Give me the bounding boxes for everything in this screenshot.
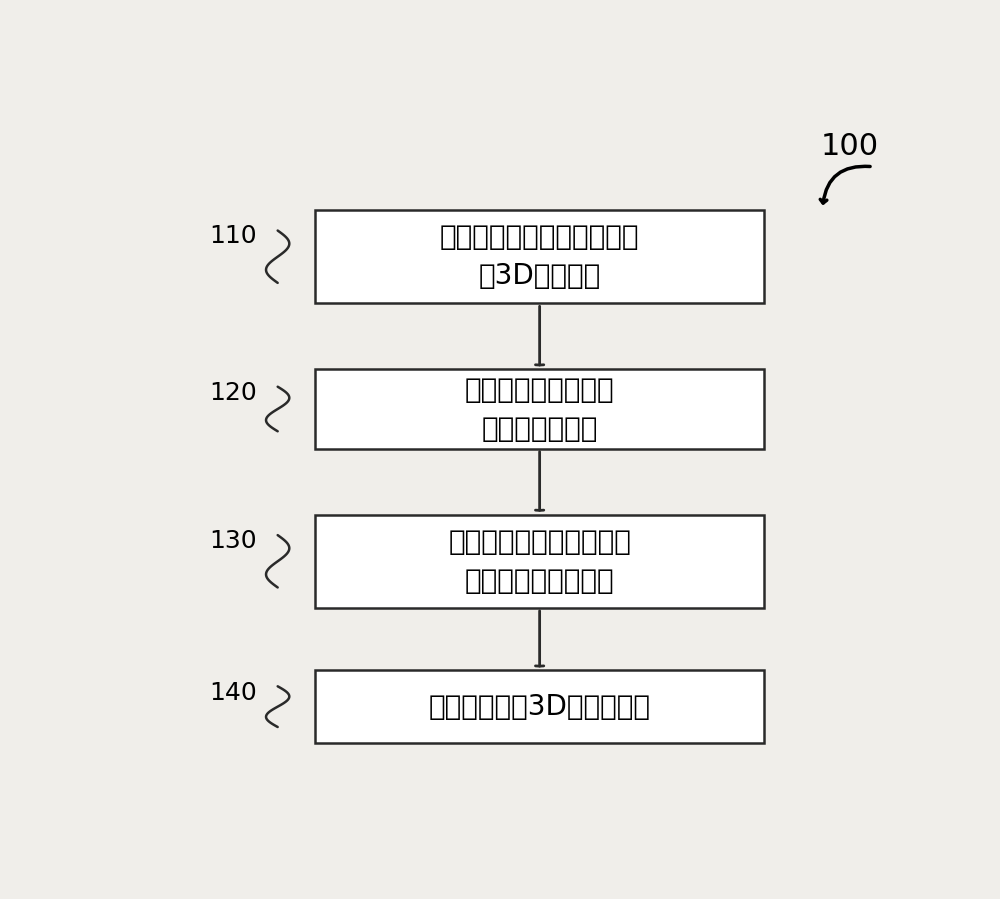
- Text: 在点云坐标空间内确定对象
的3D点云表示: 在点云坐标空间内确定对象 的3D点云表示: [440, 223, 639, 290]
- Text: 在摄影机坐标空间内
采集对象的图像: 在摄影机坐标空间内 采集对象的图像: [465, 376, 614, 442]
- Text: 110: 110: [209, 224, 257, 248]
- Bar: [315, 671, 764, 743]
- Text: 120: 120: [209, 381, 257, 405]
- Text: 把图像映射到3D点云表示上: 把图像映射到3D点云表示上: [429, 692, 651, 721]
- Bar: [315, 514, 764, 608]
- Text: 130: 130: [209, 529, 257, 553]
- FancyArrowPatch shape: [820, 166, 870, 203]
- Text: 140: 140: [209, 681, 257, 705]
- Bar: [315, 210, 764, 304]
- Text: 把图像从摄影机坐标空间
变换到点云坐标空间: 把图像从摄影机坐标空间 变换到点云坐标空间: [448, 528, 631, 595]
- Bar: [315, 369, 764, 449]
- Text: 100: 100: [821, 132, 879, 161]
